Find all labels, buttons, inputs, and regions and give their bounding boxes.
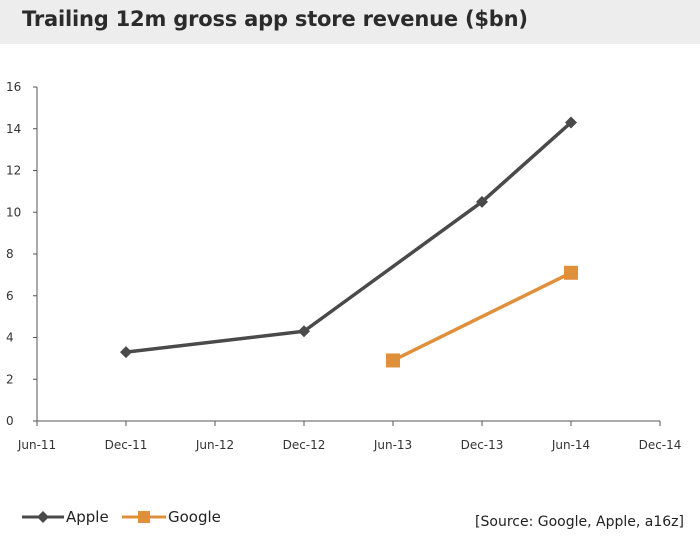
legend-google-swatch (122, 511, 166, 523)
x-tick-label: Jun-12 (195, 438, 234, 452)
legend-apple-label: Apple (66, 508, 109, 526)
line-chart: 0 2 4 6 8 10 12 14 16 Jun-11 Dec-11 Jun-12 Dec-12 Jun… (6, 80, 682, 452)
y-tick-label: 4 (6, 331, 14, 345)
legend-apple-swatch (22, 511, 64, 523)
y-tick-label: 10 (6, 205, 21, 219)
y-tick-label: 12 (6, 164, 21, 178)
y-tick-label: 16 (6, 80, 21, 94)
chart-title: Trailing 12m gross app store revenue ($b… (22, 7, 528, 31)
y-tick-label: 8 (6, 247, 14, 261)
x-tick-label: Dec-11 (105, 438, 148, 452)
y-tick-label: 14 (6, 122, 21, 136)
title-band (0, 0, 700, 44)
series-line-apple (125, 121, 573, 354)
x-tick-label: Dec-12 (283, 438, 326, 452)
data-point-apple (298, 325, 310, 338)
data-point-apple (476, 195, 488, 208)
legend-google: Google (122, 508, 221, 526)
y-tick-label: 2 (6, 372, 14, 386)
legend-apple: Apple (22, 508, 109, 526)
data-point-google (386, 353, 400, 368)
legend-google-label: Google (168, 508, 221, 526)
x-tick-label: Jun-14 (551, 438, 590, 452)
data-point-apple (565, 116, 577, 129)
y-tick-label: 0 (6, 414, 14, 428)
data-point-google (564, 265, 578, 280)
y-tick-label: 6 (6, 289, 14, 303)
x-tick-label: Dec-13 (461, 438, 504, 452)
data-point-apple (120, 346, 132, 359)
x-tick-label: Jun-11 (17, 438, 56, 452)
x-tick-label: Jun-13 (373, 438, 412, 452)
source-note: [Source: Google, Apple, a16z] (475, 514, 684, 530)
x-tick-label: Dec-14 (639, 438, 682, 452)
series-line-google (392, 271, 572, 363)
